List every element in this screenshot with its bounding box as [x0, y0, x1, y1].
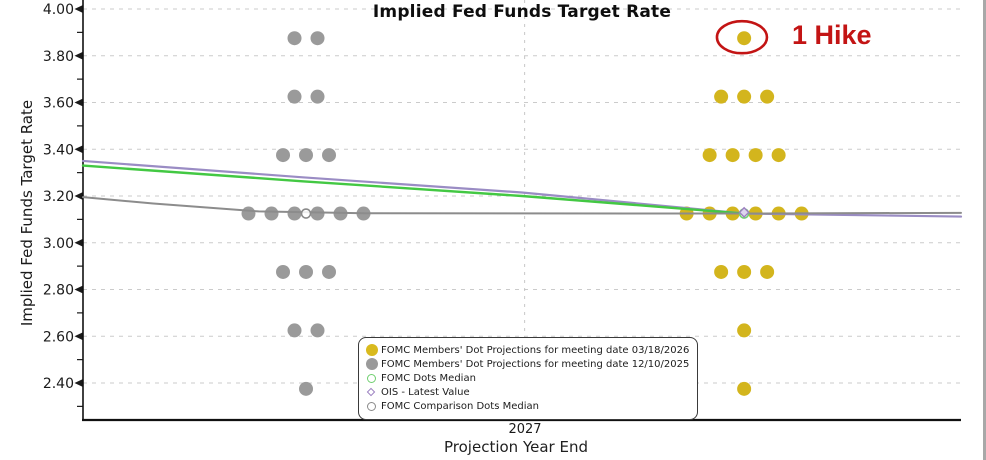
fomc-dot: [737, 381, 752, 396]
chart-title: Implied Fed Funds Target Rate: [372, 2, 672, 22]
legend-item: FOMC Members' Dot Projections for meetin…: [366, 343, 689, 357]
gray-dot-icon: [366, 358, 378, 370]
hike-ellipse-icon: [715, 19, 769, 55]
fomc-dot: [737, 89, 752, 104]
comparison-median-line: [82, 196, 962, 215]
fomc-dot: [714, 264, 729, 279]
y-tick-label: 3.40: [43, 142, 74, 158]
fomc-dot: [310, 89, 325, 104]
comparison-median-marker: [300, 208, 312, 219]
fomc-dot: [737, 264, 752, 279]
fomc-dot: [725, 148, 740, 163]
y-tick-label: 3.20: [43, 189, 74, 205]
open-circle-icon: [367, 401, 376, 411]
y-tick-arrow: [74, 145, 83, 154]
fomc-dot: [702, 148, 717, 163]
fomc-dot: [771, 148, 786, 163]
legend-marker-cell: [366, 401, 381, 411]
fomc-median-line: [81, 164, 746, 215]
fomc-dot: [760, 264, 775, 279]
fomc-dot: [287, 89, 302, 104]
fomc-dot: [322, 264, 337, 279]
y-tick-arrow: [74, 51, 83, 60]
y-tick-label: 2.40: [43, 376, 74, 392]
fomc-dot: [299, 148, 314, 163]
y-tick-arrow: [74, 98, 83, 107]
open-circle-icon: [367, 373, 376, 383]
fomc-dot: [287, 31, 302, 46]
yellow-dot-icon: [366, 344, 378, 356]
legend-label: FOMC Members' Dot Projections for meetin…: [381, 358, 690, 370]
legend-marker-cell: [366, 344, 381, 356]
y-tick-arrow: [74, 332, 83, 341]
fomc-dot: [310, 206, 325, 221]
y-tick-arrow: [74, 5, 83, 13]
y-tick-arrow: [74, 379, 83, 387]
ois-line: [81, 159, 963, 218]
legend-item: FOMC Dots Median: [366, 371, 689, 385]
y-tick-arrow: [74, 238, 83, 247]
fomc-dot: [737, 31, 752, 46]
fomc-dot: [748, 148, 763, 163]
fomc-dot: [310, 31, 325, 46]
window-right-border: [983, 0, 986, 460]
hike-annotation-text: 1 Hike: [792, 20, 872, 50]
fomc-dot: [310, 323, 325, 338]
y-tick-label: 3.00: [43, 236, 74, 252]
fomc-dot: [322, 148, 337, 163]
y-tick-label: 2.60: [43, 329, 74, 345]
x-tick-label: 2027: [508, 422, 542, 437]
fomc-dot: [276, 148, 291, 163]
legend-item: OIS - Latest Value: [366, 385, 689, 399]
fomc-dot: [299, 264, 314, 279]
x-axis-title: Projection Year End: [444, 438, 588, 456]
y-axis-title: Implied Fed Funds Target Rate: [18, 99, 36, 327]
fomc-dot: [276, 264, 291, 279]
legend-marker-cell: [366, 373, 381, 383]
fomc-dot: [287, 206, 302, 221]
diamond-icon: [366, 387, 376, 397]
legend-marker-cell: [366, 358, 381, 370]
fomc-dot: [241, 206, 256, 221]
fomc-dot: [264, 206, 279, 221]
fomc-dot: [760, 89, 775, 104]
legend-item: FOMC Comparison Dots Median: [366, 399, 689, 413]
legend-marker-cell: [366, 387, 381, 397]
legend: FOMC Members' Dot Projections for meetin…: [358, 337, 699, 420]
legend-label: FOMC Dots Median: [381, 372, 476, 384]
legend-label: FOMC Members' Dot Projections for meetin…: [381, 344, 690, 356]
fomc-dot: [287, 323, 302, 338]
legend-label: OIS - Latest Value: [381, 386, 470, 398]
y-tick-label: 3.80: [43, 49, 74, 65]
y-tick-arrow: [74, 192, 83, 200]
y-tick-label: 4.00: [43, 2, 74, 18]
y-tick-label: 3.60: [43, 96, 74, 112]
legend-label: FOMC Comparison Dots Median: [381, 400, 539, 412]
fomc-dot: [299, 381, 314, 396]
fomc-dot: [737, 323, 752, 338]
legend-item: FOMC Members' Dot Projections for meetin…: [366, 357, 689, 371]
fomc-dot: [714, 89, 729, 104]
ois-marker: [738, 206, 750, 218]
y-tick-label: 2.80: [43, 283, 74, 299]
y-tick-arrow: [74, 285, 83, 294]
